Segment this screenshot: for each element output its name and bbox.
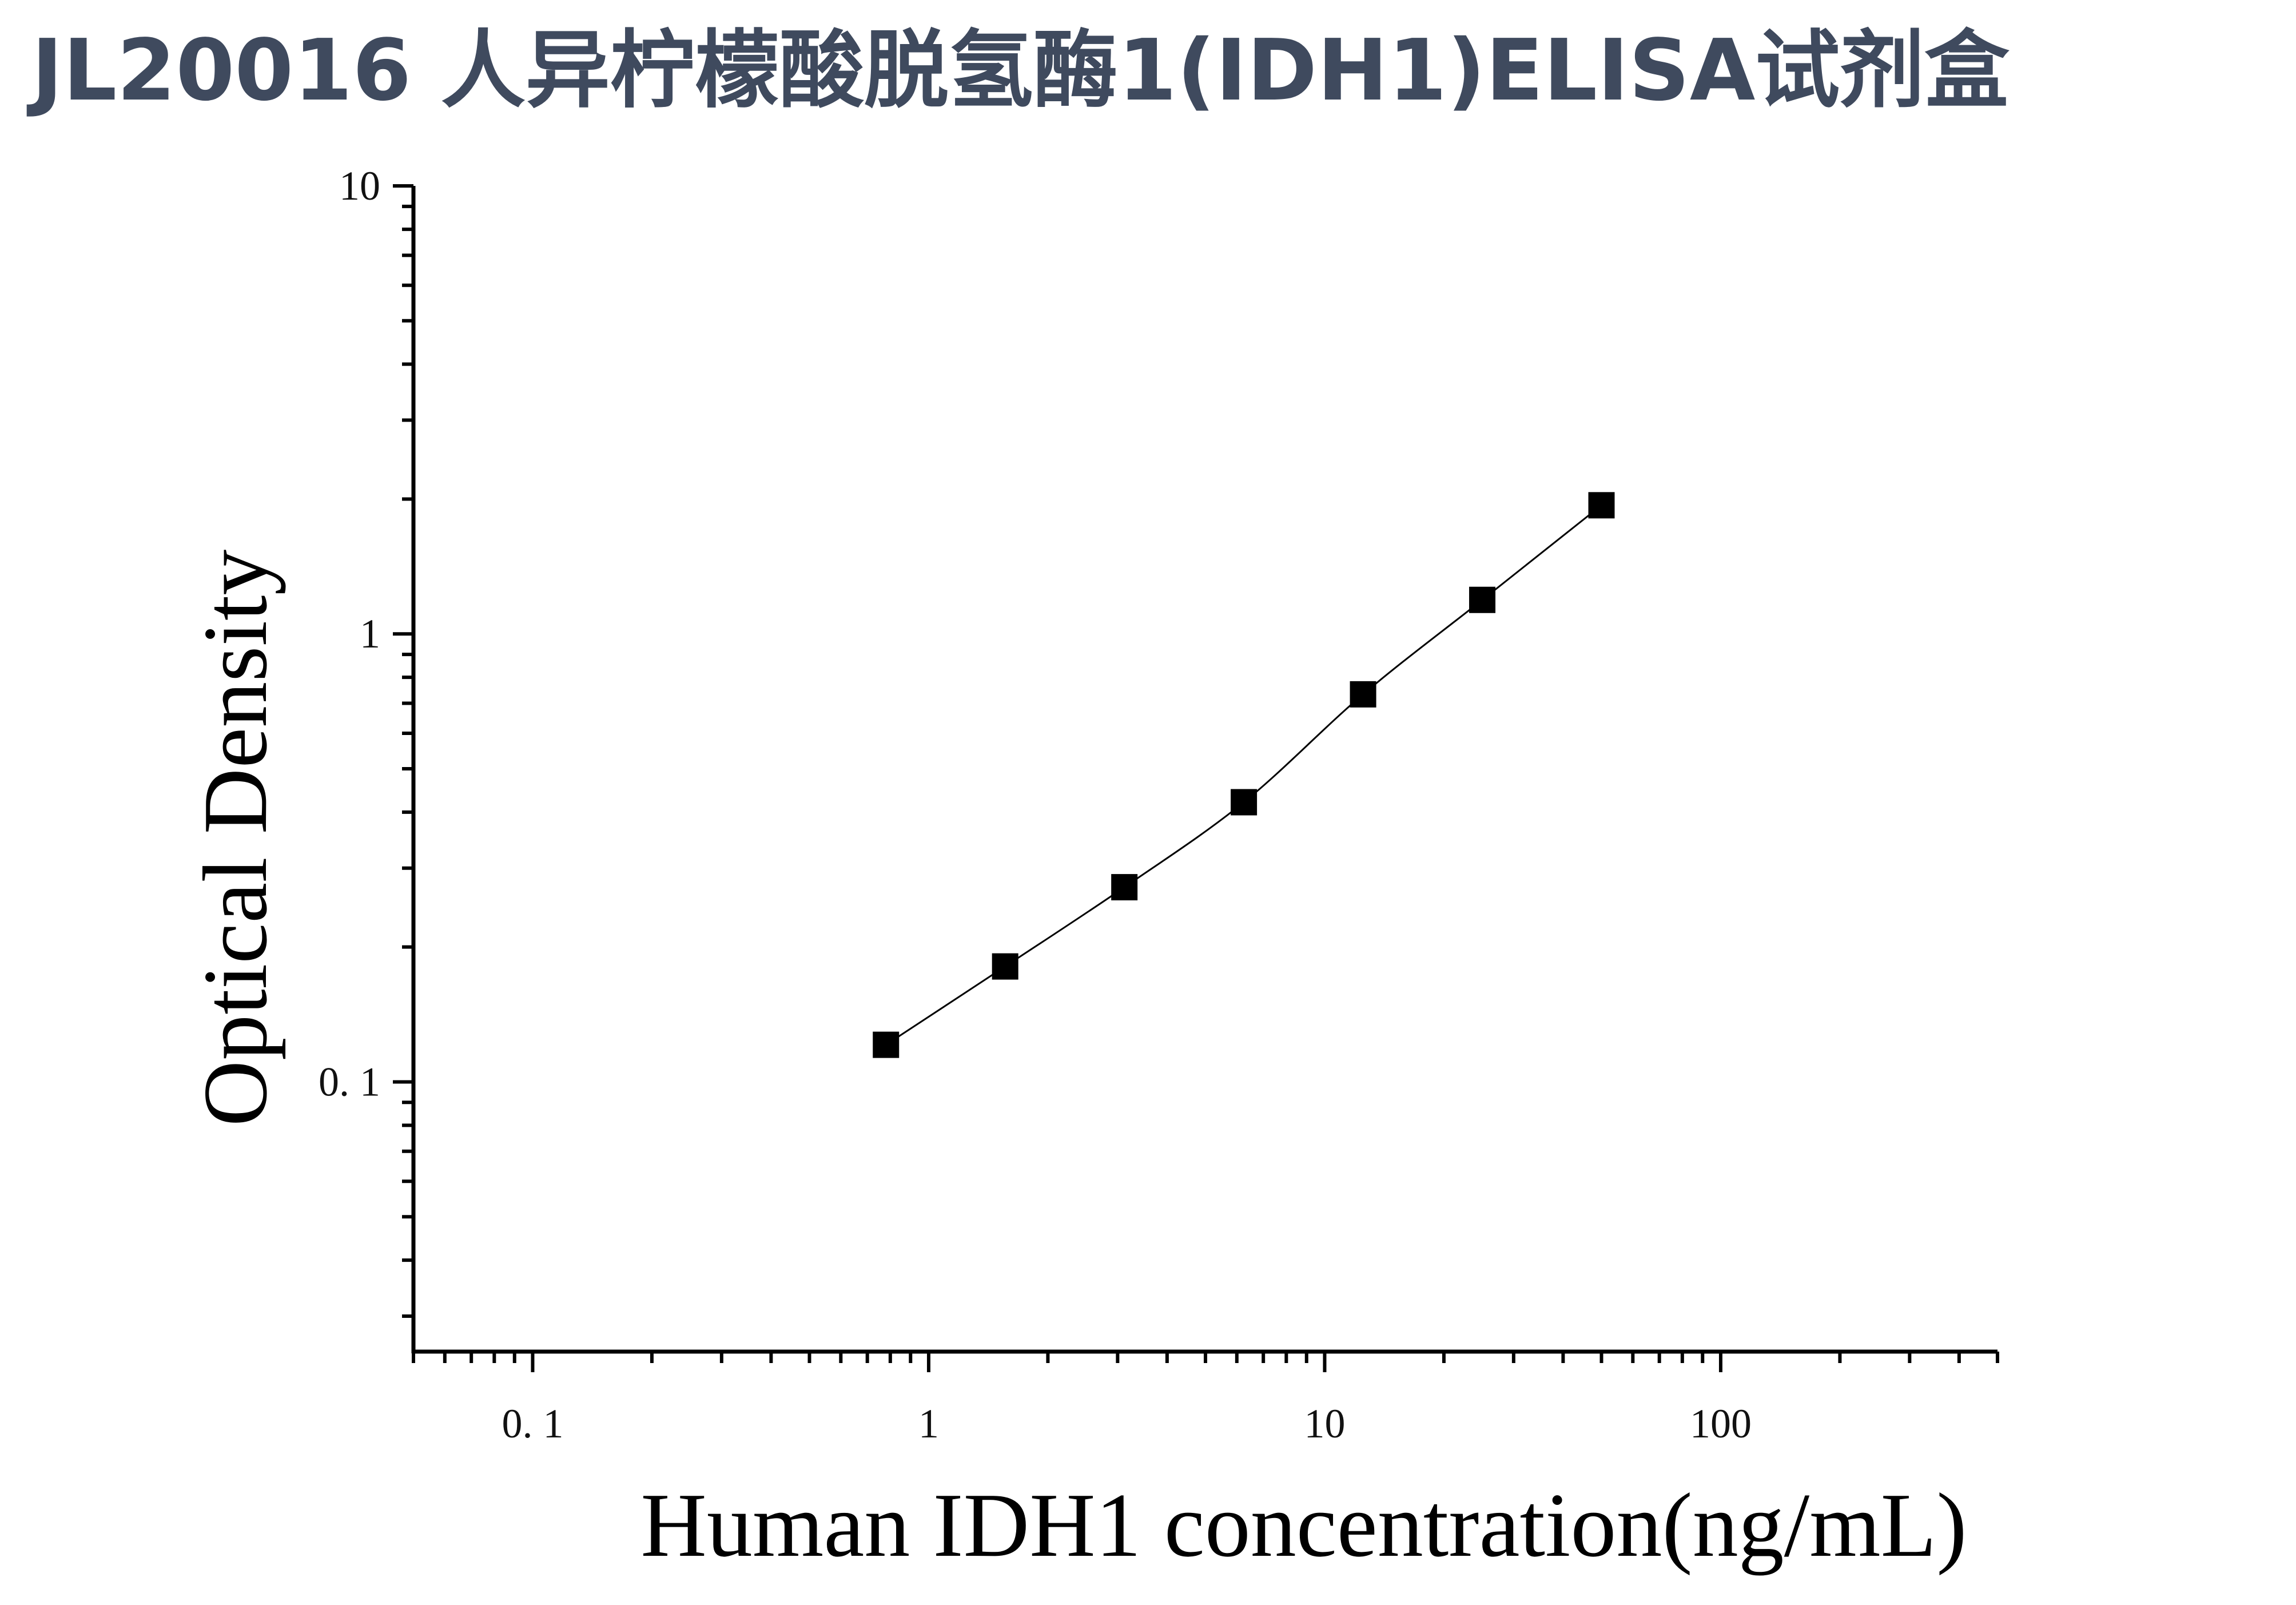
- page-title: JL20016 人异柠檬酸脱氢酶1(IDH1)ELISA试剂盒: [31, 21, 2010, 120]
- data-point-marker: [1111, 874, 1138, 901]
- x-tick-label: 100: [1690, 1401, 1752, 1447]
- y-axis-title: Optical Density: [184, 550, 286, 1127]
- data-point-marker: [1350, 681, 1376, 708]
- x-axis-title: Human IDH1 concentration(ng/mL): [640, 1474, 1967, 1576]
- x-tick-label: 10: [1304, 1401, 1345, 1447]
- y-tick-labels: 0. 1 1 10: [319, 163, 380, 1105]
- data-point-marker: [992, 953, 1018, 980]
- axes: [411, 186, 1997, 1354]
- y-tick-label: 10: [339, 163, 380, 209]
- data-point-marker: [1231, 789, 1258, 816]
- x-tick-label: 0. 1: [502, 1401, 563, 1447]
- x-tick-labels: 0. 1 1 10 100: [502, 1401, 1752, 1447]
- data-point-marker: [873, 1031, 900, 1058]
- minor-ticks: [393, 184, 1999, 1372]
- data-point-marker: [1469, 586, 1496, 613]
- x-tick-label: 1: [918, 1401, 939, 1447]
- data-points: [873, 492, 1615, 1058]
- y-tick-label: 0. 1: [319, 1059, 380, 1105]
- data-point-marker: [1588, 492, 1615, 519]
- y-tick-label: 1: [360, 611, 380, 657]
